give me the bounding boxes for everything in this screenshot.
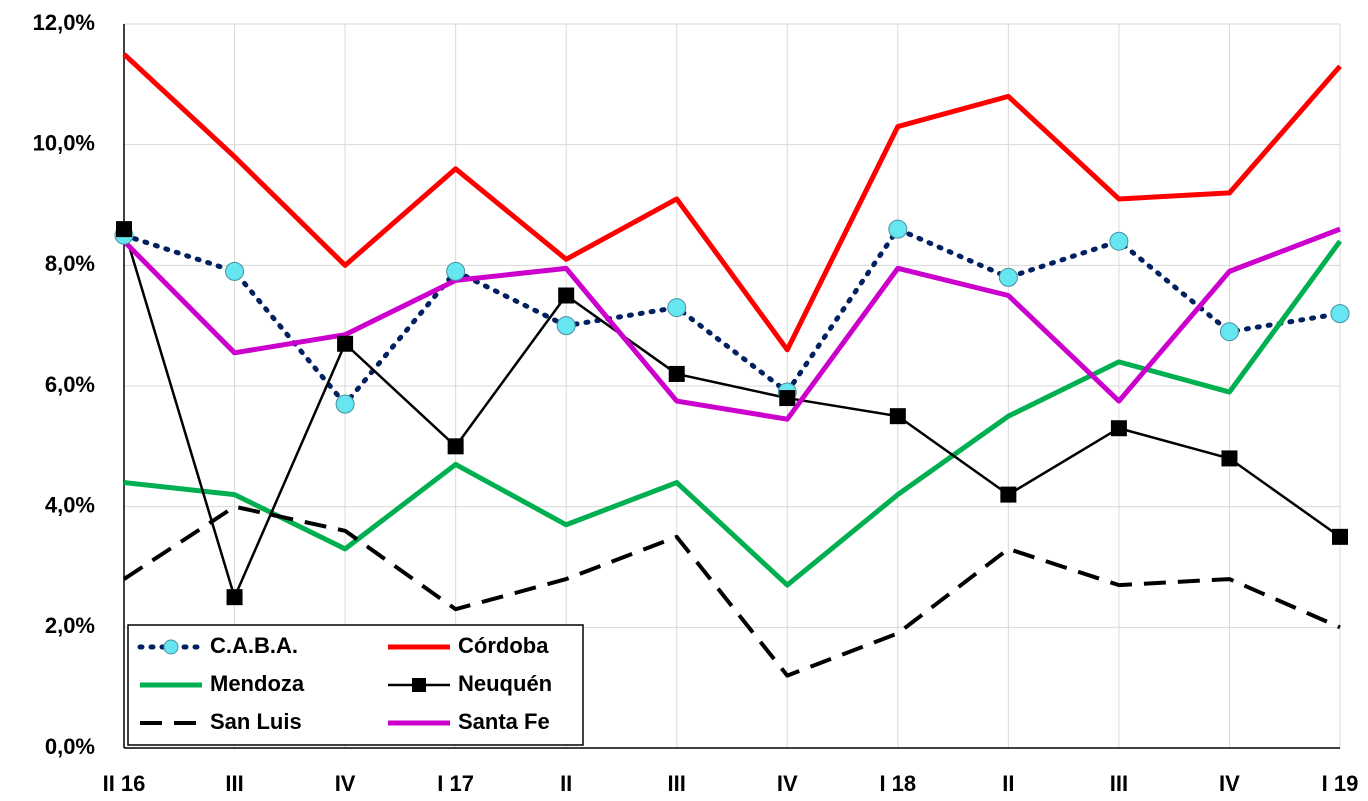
legend: [127, 624, 584, 746]
y-tick-label: 2,0%: [45, 613, 95, 638]
marker: [1330, 304, 1350, 324]
x-tick-label: I 18: [879, 771, 916, 796]
x-tick-label: I 19: [1322, 771, 1359, 796]
x-tick-label: III: [1110, 771, 1128, 796]
marker: [337, 335, 354, 352]
marker: [998, 267, 1018, 287]
y-tick-label: 12,0%: [33, 10, 95, 35]
marker: [558, 287, 575, 304]
x-tick-label: II: [1002, 771, 1014, 796]
series-line: [123, 239, 1343, 588]
legend-label: Neuquén: [458, 671, 552, 696]
series-line: [121, 226, 1343, 407]
marker: [163, 639, 179, 655]
marker: [668, 365, 685, 382]
marker: [1110, 420, 1127, 437]
marker: [1219, 322, 1239, 342]
series-line: [122, 52, 1342, 353]
series-line: [122, 226, 1341, 422]
legend-label: Mendoza: [210, 671, 305, 696]
x-tick-label: IV: [335, 771, 356, 796]
marker: [225, 261, 245, 281]
x-tick-label: III: [668, 771, 686, 796]
x-tick-label: IV: [1219, 771, 1240, 796]
legend-label: Córdoba: [458, 633, 549, 658]
y-tick-label: 10,0%: [33, 130, 95, 155]
marker: [446, 261, 466, 281]
x-tick-label: III: [225, 771, 243, 796]
legend-label: Santa Fe: [458, 709, 550, 734]
x-tick-label: II: [560, 771, 572, 796]
marker: [1332, 528, 1348, 545]
marker: [1109, 231, 1129, 251]
marker: [447, 438, 464, 455]
marker: [1221, 450, 1238, 467]
marker: [116, 221, 132, 238]
marker: [226, 589, 243, 606]
marker: [556, 316, 576, 336]
y-tick-label: 8,0%: [45, 251, 95, 276]
x-tick-label: II 16: [103, 771, 146, 796]
x-tick-label: I 17: [437, 771, 474, 796]
marker: [412, 678, 426, 692]
marker: [1000, 486, 1017, 503]
x-tick-label: IV: [777, 771, 798, 796]
y-tick-label: 6,0%: [45, 372, 95, 397]
marker: [888, 219, 908, 239]
marker: [889, 408, 906, 425]
marker: [335, 394, 355, 414]
y-tick-label: 4,0%: [45, 492, 95, 517]
marker: [779, 390, 796, 407]
marker: [667, 298, 687, 318]
legend-label: San Luis: [210, 709, 302, 734]
y-tick-label: 0,0%: [45, 734, 95, 759]
legend-label: C.A.B.A.: [210, 633, 298, 658]
series-line: [122, 228, 1341, 599]
